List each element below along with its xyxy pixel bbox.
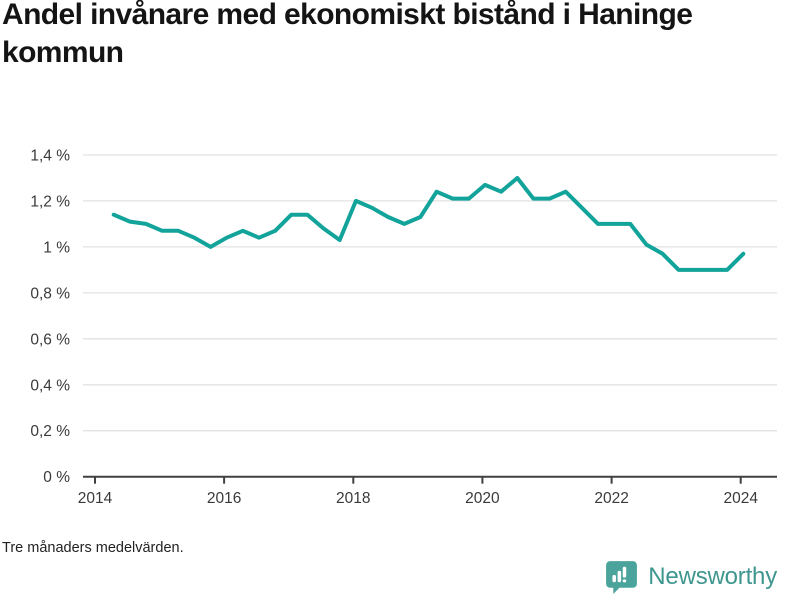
newsworthy-logo-icon (606, 561, 638, 594)
x-axis-tick-label: 2024 (723, 490, 758, 507)
y-axis-tick-label: 1 % (43, 239, 70, 256)
x-axis-tick-label: 2020 (465, 490, 500, 507)
chart-footnote: Tre månaders medelvärden. (2, 540, 184, 556)
x-axis-tick-label: 2022 (594, 490, 628, 507)
y-axis-tick-label: 0,4 % (30, 377, 70, 394)
y-axis-tick-label: 0 % (43, 469, 70, 486)
y-axis-tick-label: 0,6 % (30, 331, 70, 348)
x-axis-tick-label: 2014 (78, 490, 113, 507)
x-axis-tick-label: 2018 (336, 490, 370, 507)
brand: Newsworthy (603, 558, 777, 595)
brand-name: Newsworthy (648, 562, 777, 590)
y-axis-tick-label: 0,8 % (30, 285, 70, 302)
data-series-line (111, 176, 746, 272)
x-axis-tick-label: 2016 (207, 490, 241, 507)
y-axis-tick-label: 0,2 % (30, 423, 70, 440)
chart-title: Andel invånare med ekonomiskt bistånd i … (2, 0, 693, 69)
y-axis-tick-label: 1,4 % (30, 148, 70, 165)
y-axis-tick-label: 1,2 % (30, 193, 70, 210)
